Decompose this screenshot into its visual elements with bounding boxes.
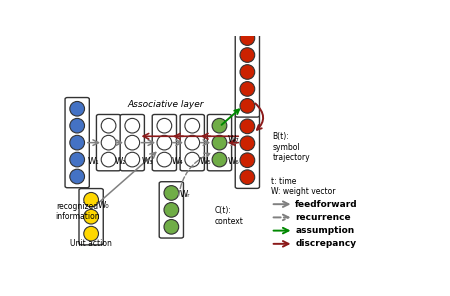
Text: feedforward: feedforward bbox=[295, 200, 358, 209]
Ellipse shape bbox=[84, 192, 99, 207]
Ellipse shape bbox=[101, 118, 116, 133]
Ellipse shape bbox=[84, 226, 99, 241]
Ellipse shape bbox=[101, 152, 116, 167]
Text: discrepancy: discrepancy bbox=[295, 239, 356, 248]
Ellipse shape bbox=[125, 118, 140, 133]
Ellipse shape bbox=[125, 135, 140, 150]
Ellipse shape bbox=[212, 118, 227, 133]
Ellipse shape bbox=[185, 152, 200, 167]
Ellipse shape bbox=[164, 202, 179, 217]
Ellipse shape bbox=[240, 153, 255, 168]
Text: W₄: W₄ bbox=[172, 157, 184, 166]
Ellipse shape bbox=[240, 65, 255, 79]
FancyBboxPatch shape bbox=[207, 115, 232, 171]
Ellipse shape bbox=[212, 152, 227, 167]
Ellipse shape bbox=[164, 186, 179, 200]
Ellipse shape bbox=[240, 170, 255, 184]
Ellipse shape bbox=[164, 220, 179, 234]
Ellipse shape bbox=[157, 118, 172, 133]
Text: t: time
W: weight vector: t: time W: weight vector bbox=[271, 177, 335, 196]
Ellipse shape bbox=[240, 136, 255, 151]
FancyBboxPatch shape bbox=[159, 182, 184, 238]
Ellipse shape bbox=[157, 152, 172, 167]
FancyBboxPatch shape bbox=[152, 115, 176, 171]
Text: Unit action: Unit action bbox=[70, 239, 112, 248]
FancyBboxPatch shape bbox=[235, 27, 260, 117]
Ellipse shape bbox=[70, 152, 85, 167]
Ellipse shape bbox=[101, 135, 116, 150]
Ellipse shape bbox=[70, 169, 85, 184]
Ellipse shape bbox=[84, 209, 99, 224]
Ellipse shape bbox=[185, 135, 200, 150]
Ellipse shape bbox=[240, 119, 255, 134]
Text: W₇: W₇ bbox=[227, 135, 239, 144]
Text: Wᵣ: Wᵣ bbox=[180, 190, 190, 199]
Text: W₀: W₀ bbox=[98, 201, 109, 210]
FancyArrowPatch shape bbox=[255, 104, 263, 130]
Ellipse shape bbox=[185, 118, 200, 133]
Ellipse shape bbox=[70, 102, 85, 116]
Ellipse shape bbox=[212, 135, 227, 150]
Ellipse shape bbox=[70, 118, 85, 133]
FancyArrowPatch shape bbox=[221, 110, 239, 125]
Text: Associative layer: Associative layer bbox=[128, 100, 204, 109]
FancyBboxPatch shape bbox=[79, 189, 103, 245]
Text: assumption: assumption bbox=[295, 226, 355, 235]
Text: recurrence: recurrence bbox=[295, 213, 351, 222]
FancyBboxPatch shape bbox=[180, 115, 204, 171]
Ellipse shape bbox=[240, 99, 255, 113]
Text: W₁: W₁ bbox=[87, 157, 99, 166]
Text: W₂: W₂ bbox=[114, 157, 126, 166]
FancyBboxPatch shape bbox=[96, 115, 121, 171]
Text: W₆: W₆ bbox=[227, 157, 239, 166]
Ellipse shape bbox=[157, 135, 172, 150]
Ellipse shape bbox=[240, 31, 255, 45]
Text: recognized
information: recognized information bbox=[55, 202, 99, 221]
Ellipse shape bbox=[240, 82, 255, 96]
Text: W₅: W₅ bbox=[199, 157, 211, 166]
FancyBboxPatch shape bbox=[235, 115, 260, 188]
Ellipse shape bbox=[240, 48, 255, 62]
FancyBboxPatch shape bbox=[120, 115, 144, 171]
FancyBboxPatch shape bbox=[65, 98, 89, 188]
Text: B(t):
symbol
trajectory: B(t): symbol trajectory bbox=[273, 132, 310, 162]
Text: W₃: W₃ bbox=[142, 157, 153, 166]
Ellipse shape bbox=[125, 152, 140, 167]
Text: C(t):
context: C(t): context bbox=[215, 207, 244, 226]
Ellipse shape bbox=[70, 135, 85, 150]
